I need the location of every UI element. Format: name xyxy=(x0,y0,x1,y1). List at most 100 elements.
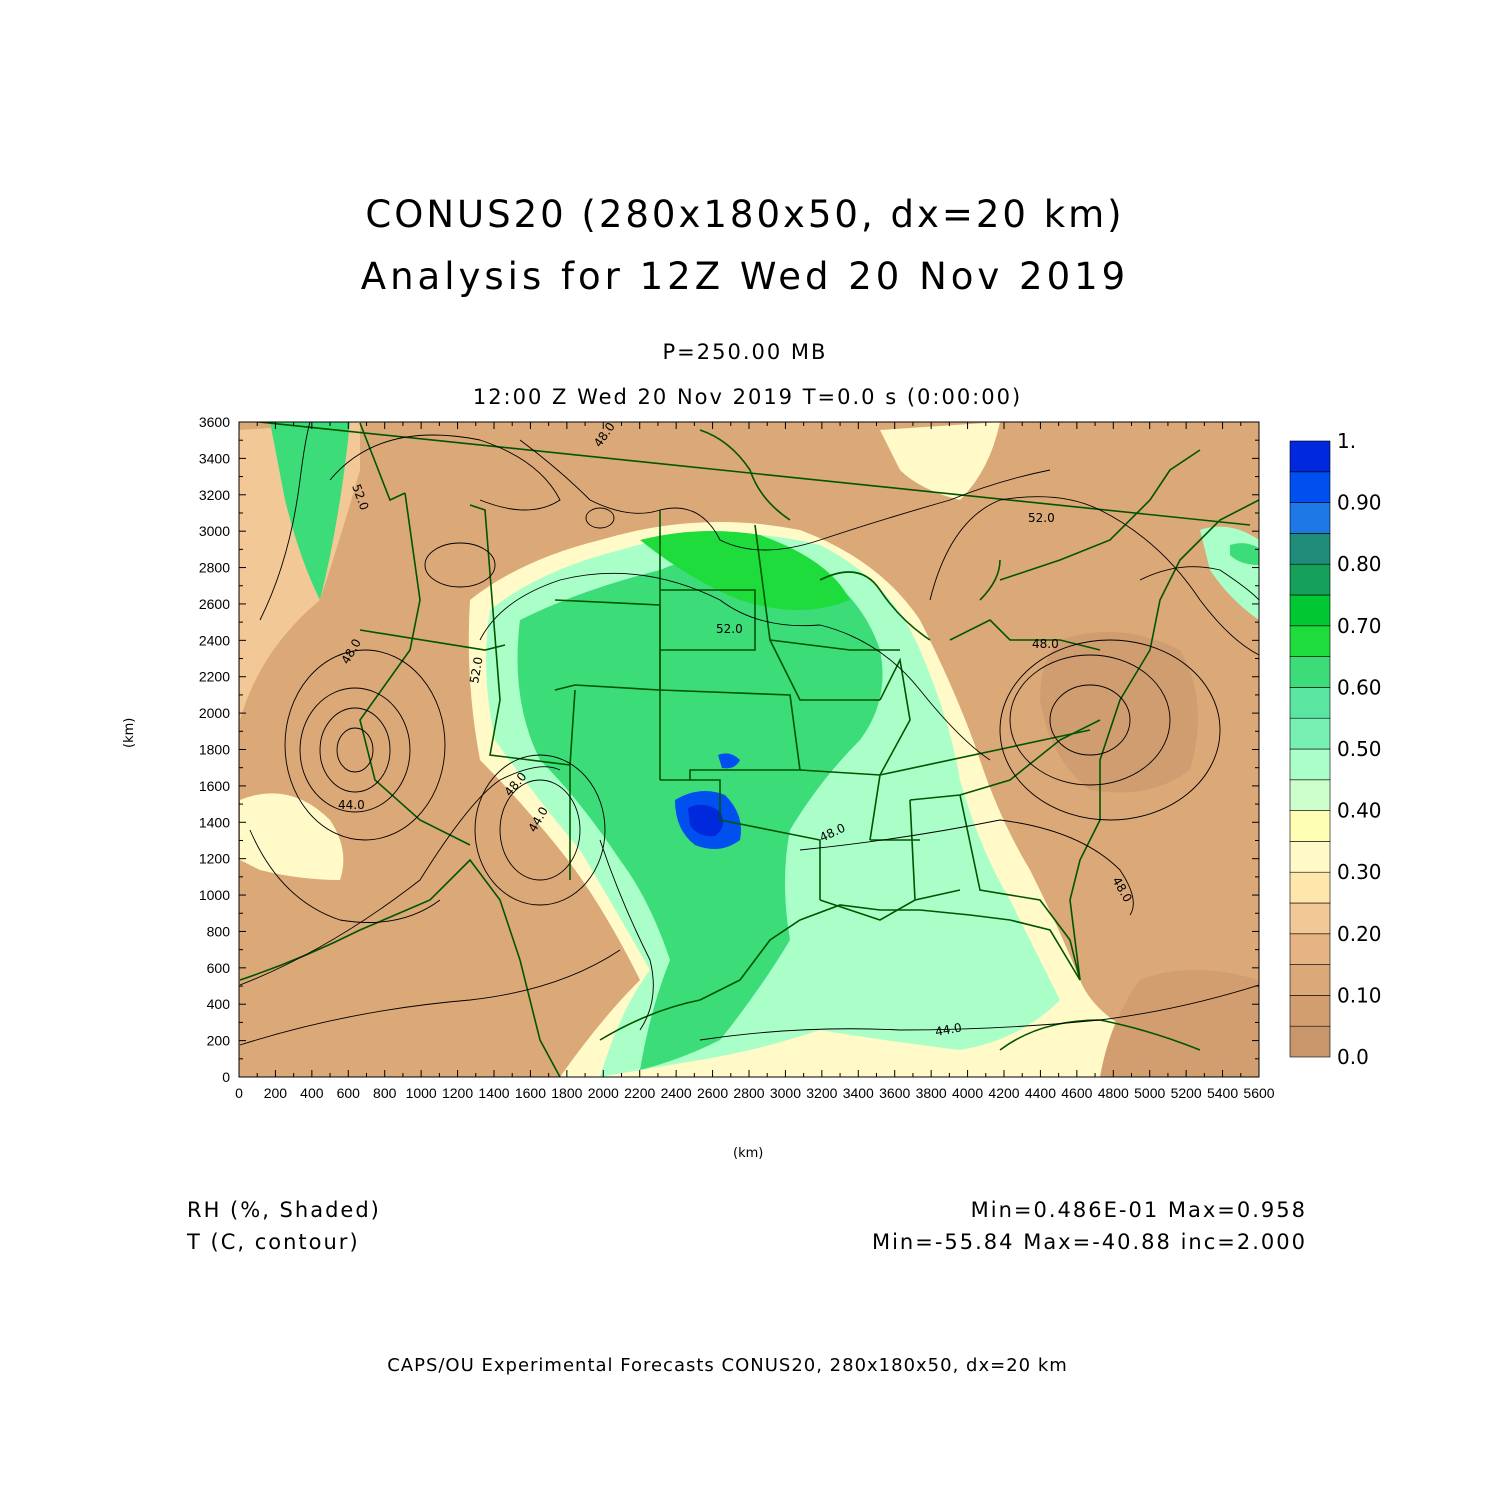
colorbar-swatch xyxy=(1289,902,1331,935)
contour-variable-label: T (C, contour) xyxy=(187,1230,360,1254)
x-tick-label: 5600 xyxy=(1243,1085,1274,1101)
y-tick-label: 2600 xyxy=(199,596,230,612)
contour-label: 52.0 xyxy=(716,622,743,636)
x-tick-label: 4400 xyxy=(1025,1085,1056,1101)
x-tick-label: 2600 xyxy=(697,1085,728,1101)
contour-label: 44.0 xyxy=(934,1021,963,1039)
colorbar-swatch xyxy=(1289,471,1331,503)
y-tick-label: 800 xyxy=(207,923,231,939)
x-tick-label: 2800 xyxy=(733,1085,764,1101)
colorbar-swatch xyxy=(1289,656,1331,688)
x-axis-label: (km) xyxy=(733,1146,764,1161)
y-tick-label: 0 xyxy=(222,1069,230,1085)
x-tick-label: 3200 xyxy=(806,1085,837,1101)
colorbar-swatch xyxy=(1289,717,1331,750)
colorbar-label: 0.70 xyxy=(1337,614,1382,638)
colorbar-swatch xyxy=(1289,440,1331,473)
y-tick-label: 2200 xyxy=(199,669,230,685)
colorbar-swatch xyxy=(1289,502,1331,534)
x-tick-label: 0 xyxy=(235,1085,243,1101)
x-tick-label: 1800 xyxy=(551,1085,582,1101)
main-title: CONUS20 (280x180x50, dx=20 km) xyxy=(365,193,1125,236)
colorbar-label: 0.20 xyxy=(1337,922,1382,946)
colorbar-swatch xyxy=(1289,964,1331,996)
x-tick-label: 800 xyxy=(373,1085,397,1101)
state-boundaries xyxy=(239,422,1259,1077)
x-tick-label: 400 xyxy=(300,1085,324,1101)
x-tick-label: 1600 xyxy=(515,1085,546,1101)
x-tick-label: 4000 xyxy=(952,1085,983,1101)
contour-label: 52.0 xyxy=(467,656,485,685)
colorbar-swatch xyxy=(1289,594,1331,627)
colorbar-swatch xyxy=(1289,563,1331,596)
y-tick-label: 2000 xyxy=(199,705,230,721)
x-tick-label: 4800 xyxy=(1098,1085,1129,1101)
x-tick-label: 3800 xyxy=(916,1085,947,1101)
shaded-range: Min=0.486E-01 Max=0.958 xyxy=(970,1198,1307,1222)
colorbar-label: 0.90 xyxy=(1337,491,1382,515)
colorbar-swatch xyxy=(1289,871,1331,904)
y-tick-label: 3200 xyxy=(199,487,230,503)
x-tick-label: 1200 xyxy=(442,1085,473,1101)
y-tick-label: 1400 xyxy=(199,814,230,830)
y-axis-label: (km) xyxy=(122,717,137,748)
colorbar-label: 0.30 xyxy=(1337,860,1382,884)
y-tick-label: 3600 xyxy=(199,414,230,430)
colorbar-swatch xyxy=(1289,995,1331,1027)
x-tick-label: 3400 xyxy=(843,1085,874,1101)
x-tick-label: 1000 xyxy=(406,1085,437,1101)
colorbar-swatch xyxy=(1289,1025,1331,1058)
contour-label: 52.0 xyxy=(1028,511,1055,525)
contour-range: Min=-55.84 Max=-40.88 inc=2.000 xyxy=(871,1230,1307,1254)
y-tick-label: 600 xyxy=(207,960,231,976)
colorbar xyxy=(1289,440,1331,1058)
x-tick-label: 1400 xyxy=(478,1085,509,1101)
y-tick-label: 400 xyxy=(207,996,231,1012)
x-tick-label: 2400 xyxy=(661,1085,692,1101)
x-tick-label: 200 xyxy=(264,1085,288,1101)
colorbar-label: 0.0 xyxy=(1337,1045,1369,1069)
shaded-variable-label: RH (%, Shaded) xyxy=(187,1198,381,1222)
x-tick-label: 2200 xyxy=(624,1085,655,1101)
x-tick-label: 3000 xyxy=(770,1085,801,1101)
colorbar-swatch xyxy=(1289,625,1331,657)
axis-tick-labels: 0 200 400 600 800 1000 1200 1400 1600 1800 2000 220… xyxy=(199,414,1275,1101)
colorbar-swatch xyxy=(1289,533,1331,565)
valid-time: 12:00 Z Wed 20 Nov 2019 T=0.0 s (0:00:00… xyxy=(472,385,1023,409)
x-tick-label: 5400 xyxy=(1207,1085,1238,1101)
colorbar-labels: 0.0 0.10 0.20 0.30 0.40 0.50 0.60 0.70 0.80 0.90 1… xyxy=(1337,429,1382,1069)
colorbar-label: 0.80 xyxy=(1337,552,1382,576)
colorbar-swatch xyxy=(1289,748,1331,781)
colorbar-swatch xyxy=(1289,933,1331,965)
y-tick-label: 1000 xyxy=(199,887,230,903)
colorbar-swatch xyxy=(1289,779,1331,811)
x-tick-label: 5000 xyxy=(1134,1085,1165,1101)
axis-ticks xyxy=(238,421,1260,1078)
y-tick-label: 3000 xyxy=(199,523,230,539)
y-tick-label: 1800 xyxy=(199,742,230,758)
y-tick-label: 1200 xyxy=(199,851,230,867)
temperature-contours xyxy=(239,422,1259,1046)
y-tick-label: 1600 xyxy=(199,778,230,794)
colorbar-swatch xyxy=(1289,841,1331,873)
footer-credit: CAPS/OU Experimental Forecasts CONUS20, … xyxy=(387,1355,1068,1376)
colorbar-label: 0.60 xyxy=(1337,675,1382,699)
x-tick-label: 5200 xyxy=(1171,1085,1202,1101)
contour-label: 44.0 xyxy=(338,798,365,812)
x-tick-label: 4600 xyxy=(1061,1085,1092,1101)
colorbar-swatch xyxy=(1289,810,1331,842)
colorbar-label: 0.10 xyxy=(1337,983,1382,1007)
contour-label: 48.0 xyxy=(1032,637,1059,651)
x-tick-label: 600 xyxy=(337,1085,361,1101)
analysis-title: Analysis for 12Z Wed 20 Nov 2019 xyxy=(360,255,1130,298)
colorbar-label: 0.40 xyxy=(1337,799,1382,823)
y-tick-label: 2400 xyxy=(199,632,230,648)
y-tick-label: 200 xyxy=(207,1033,231,1049)
x-tick-label: 3600 xyxy=(879,1085,910,1101)
y-tick-label: 3400 xyxy=(199,450,230,466)
x-tick-label: 2000 xyxy=(588,1085,619,1101)
colorbar-label: 0.50 xyxy=(1337,737,1382,761)
rh-shading xyxy=(239,422,1259,1077)
x-tick-label: 4200 xyxy=(988,1085,1019,1101)
